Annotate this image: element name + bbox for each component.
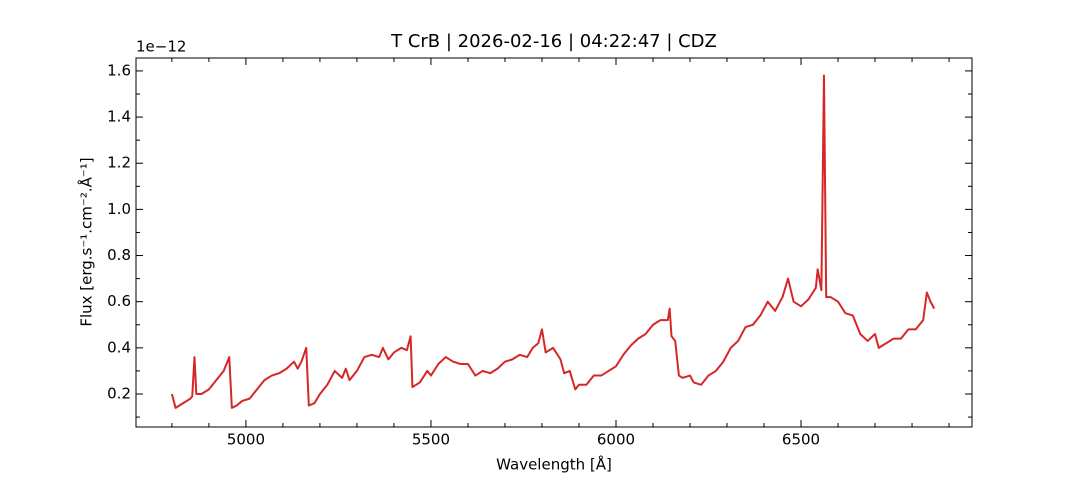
spectrum-line <box>170 74 936 409</box>
x-axis-label: Wavelength [Å] <box>496 455 612 474</box>
y-tick-label: 0.4 <box>107 338 131 356</box>
x-tick-label: 6000 <box>597 431 635 449</box>
y-tick-label: 1.4 <box>107 108 131 126</box>
y-tick-label: 0.8 <box>107 246 131 264</box>
y-tick-label: 0.6 <box>107 292 131 310</box>
y-tick-label: 0.2 <box>107 385 131 403</box>
y-tick-label: 1.2 <box>107 154 131 172</box>
chart-title: T CrB | 2026-02-16 | 04:22:47 | CDZ <box>390 31 717 52</box>
y-tick-label: 1.0 <box>107 200 131 218</box>
x-tick-label: 5000 <box>227 431 265 449</box>
plot-frame <box>135 57 973 428</box>
x-tick-label: 5500 <box>412 431 450 449</box>
y-axis-label: Flux [erg.s⁻¹.cm⁻².Å⁻¹] <box>77 157 96 326</box>
y-offset-label: 1e−12 <box>136 38 186 56</box>
x-tick-label: 6500 <box>782 431 820 449</box>
y-tick-label: 1.6 <box>107 61 131 79</box>
